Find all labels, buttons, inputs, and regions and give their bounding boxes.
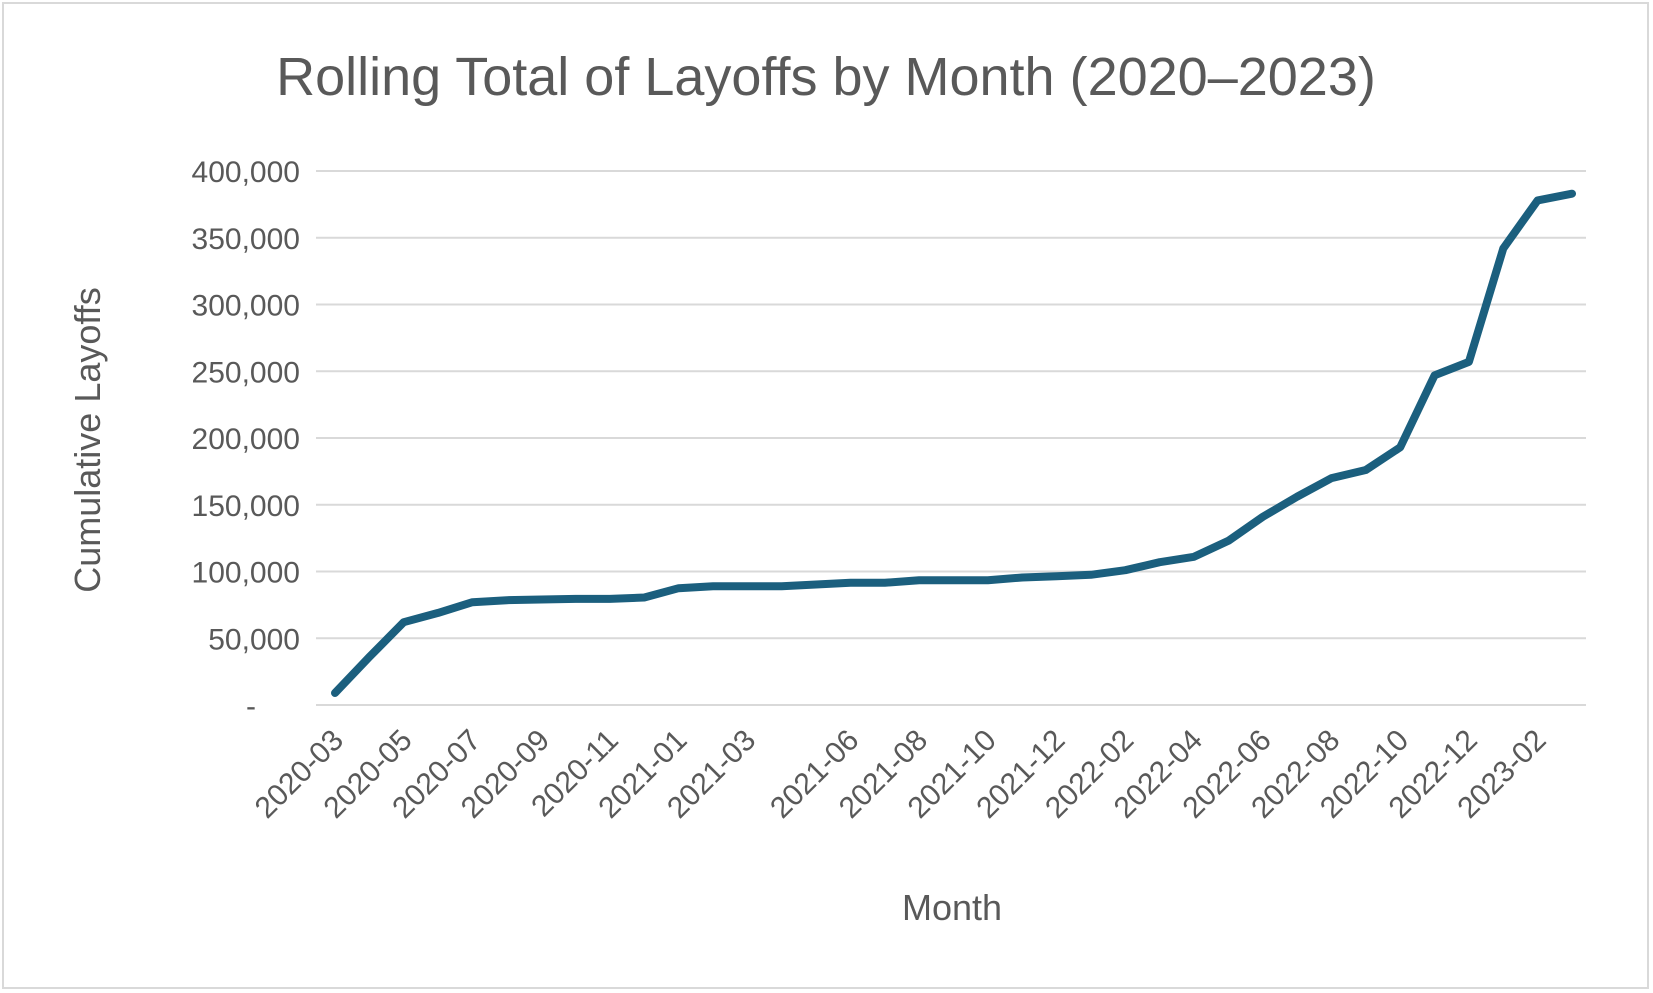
data-point — [1397, 444, 1403, 450]
data-point — [366, 654, 372, 660]
data-point — [1535, 197, 1541, 203]
y-axis-title: Cumulative Layoffs — [67, 287, 108, 593]
data-point — [641, 595, 647, 601]
gridlines — [316, 170, 1586, 706]
data-point — [469, 599, 475, 605]
data-point — [985, 577, 991, 583]
y-tick-label: 50,000 — [208, 623, 300, 656]
data-point — [1054, 573, 1060, 579]
y-tick-label: 300,000 — [192, 290, 300, 323]
data-point — [573, 596, 579, 602]
data-point — [710, 583, 716, 589]
data-point — [951, 577, 957, 583]
y-axis-ticks: - 50,000 100,000 150,000 200,000 250,000 300,0… — [192, 156, 300, 723]
data-point — [1157, 559, 1163, 565]
data-point — [1260, 514, 1266, 520]
data-point — [744, 583, 750, 589]
data-point — [1294, 494, 1300, 500]
series — [331, 189, 1576, 697]
y-tick-label: 150,000 — [192, 490, 300, 523]
x-axis-title: Month — [902, 887, 1002, 928]
data-point — [916, 577, 922, 583]
data-point — [882, 580, 888, 586]
data-point — [1122, 567, 1128, 573]
data-point — [1363, 467, 1369, 473]
data-point — [779, 583, 785, 589]
data-point — [847, 580, 853, 586]
data-point — [1500, 245, 1506, 251]
data-point — [435, 610, 441, 616]
data-point — [1088, 572, 1094, 578]
x-axis-ticks: 2020-032020-052020-072020-092020-112021-… — [249, 724, 1553, 825]
data-point — [1466, 359, 1472, 365]
y-tick-label: 350,000 — [192, 223, 300, 256]
data-point — [1569, 191, 1575, 197]
data-point — [1225, 538, 1231, 544]
y-tick-label: - — [246, 690, 256, 723]
data-point — [1328, 475, 1334, 481]
chart-title: Rolling Total of Layoffs by Month (2020–… — [276, 47, 1376, 107]
y-tick-label: 400,000 — [192, 156, 300, 189]
data-point — [401, 619, 407, 625]
data-point — [1432, 372, 1438, 378]
data-point — [676, 585, 682, 591]
series-line — [331, 189, 1576, 697]
data-point — [1019, 575, 1025, 581]
y-tick-label: 250,000 — [192, 356, 300, 389]
data-point — [1191, 554, 1197, 560]
data-point — [332, 690, 338, 696]
data-point — [504, 597, 510, 603]
y-tick-label: 200,000 — [192, 423, 300, 456]
data-point — [538, 597, 544, 603]
data-point — [607, 596, 613, 602]
y-tick-label: 100,000 — [192, 557, 300, 590]
